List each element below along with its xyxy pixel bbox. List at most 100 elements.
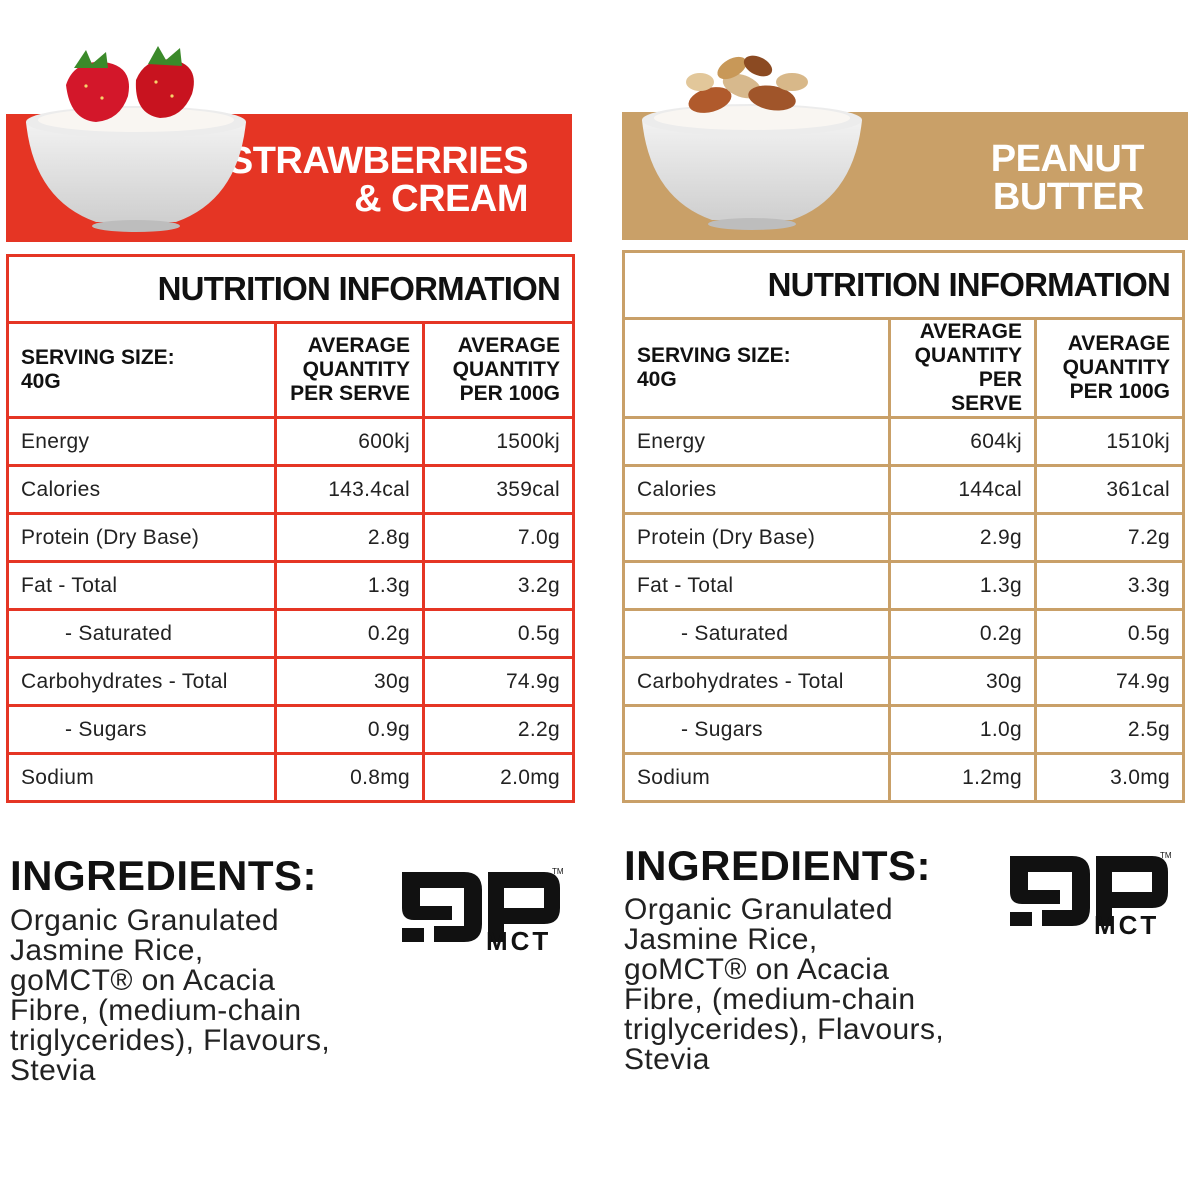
serving-size-value: 40G (21, 370, 61, 393)
nutrient-label: Carbohydrates - Total (622, 656, 891, 707)
per-100g-value: 7.0g (422, 512, 575, 563)
nutrition-table: NUTRITION INFORMATION SERVING SIZE: 40G … (6, 254, 575, 803)
per-serve-value: 1.2mg (888, 752, 1037, 803)
flavour-title-line1: PEANUT (990, 138, 1145, 180)
per-serve-value: 30g (888, 656, 1037, 707)
ingredients-line: goMCT® on Acacia (10, 964, 276, 997)
col-header-line: AVERAGE (919, 320, 1022, 343)
nutrient-label: Carbohydrates - Total (6, 656, 277, 707)
nutrient-label: - Sugars (622, 704, 891, 755)
logo-tm-text: TM (1160, 851, 1172, 860)
ingredients-line: Stevia (624, 1043, 710, 1076)
nutrient-label: Energy (622, 416, 891, 467)
nutrient-label: Protein (Dry Base) (6, 512, 277, 563)
col-header-per-serve: AVERAGE QUANTITY PER SERVE (274, 321, 425, 419)
per-serve-value: 1.3g (274, 560, 425, 611)
serving-size-label: SERVING SIZE: (21, 346, 175, 369)
nuts-icon (686, 55, 808, 113)
nutrition-row: Sodium 0.8mg 2.0mg (6, 752, 575, 803)
nutrition-row: Calories 144cal 361cal (622, 464, 1185, 515)
col-header-line: PER 100G (1069, 380, 1170, 403)
bowl-nuts-image (632, 38, 872, 238)
per-serve-value: 604kj (888, 416, 1037, 467)
col-header-line: PER SERVE (951, 368, 1022, 415)
col-header-line: QUANTITY (302, 358, 410, 381)
nutrient-label: Calories (6, 464, 277, 515)
per-serve-value: 600kj (274, 416, 425, 467)
nutrition-row: Energy 604kj 1510kj (622, 416, 1185, 467)
per-100g-value: 74.9g (1034, 656, 1185, 707)
col-header-line: PER 100G (459, 382, 560, 405)
nutrition-row: Energy 600kj 1500kj (6, 416, 575, 467)
table-title: NUTRITION INFORMATION (622, 250, 1185, 320)
col-header-per-serve: AVERAGE QUANTITY PER SERVE (888, 317, 1037, 419)
ingredients-line: Fibre, (medium-chain (624, 983, 916, 1016)
nutrition-row: Carbohydrates - Total 30g 74.9g (622, 656, 1185, 707)
col-header-line: AVERAGE (1067, 332, 1170, 355)
gomct-logo: MCT TM (394, 862, 574, 967)
serving-size-label: SERVING SIZE: (637, 344, 791, 367)
per-serve-value: 1.0g (888, 704, 1037, 755)
ingredients-line: goMCT® on Acacia (624, 953, 890, 986)
flavour-title-line2: & CREAM (354, 178, 528, 220)
nutrient-label: Energy (6, 416, 277, 467)
nutrient-label: - Saturated (622, 608, 891, 659)
per-100g-value: 359cal (422, 464, 575, 515)
strawberries-cream-panel: STRAWBERRIES & CREAM (6, 0, 576, 1200)
col-header-line: AVERAGE (307, 334, 410, 357)
nutrient-label: Sodium (622, 752, 891, 803)
nutrient-label: - Sugars (6, 704, 277, 755)
logo-mct-text: MCT (1094, 910, 1159, 940)
logo-mct-text: MCT (486, 926, 551, 956)
nutrient-label: - Saturated (6, 608, 277, 659)
nutrition-row: Fat - Total 1.3g 3.3g (622, 560, 1185, 611)
nutrient-label: Protein (Dry Base) (622, 512, 891, 563)
flavour-title-line2: BUTTER (992, 176, 1145, 218)
bowl-strawberry-image (16, 40, 256, 240)
ingredients-line: Fibre, (medium-chain (10, 994, 302, 1027)
ingredients-title: INGREDIENTS: (10, 852, 318, 899)
table-title: NUTRITION INFORMATION (6, 254, 575, 324)
col-header-per-100g: AVERAGE QUANTITY PER 100G (1034, 317, 1185, 419)
per-100g-value: 0.5g (422, 608, 575, 659)
ingredients-text: Organic Granulated Jasmine Rice, goMCT® … (624, 895, 1004, 1075)
strawberry-icon (66, 46, 194, 122)
nutrition-row: - Sugars 0.9g 2.2g (6, 704, 575, 755)
per-100g-value: 2.0mg (422, 752, 575, 803)
per-serve-value: 2.8g (274, 512, 425, 563)
nutrition-row: Carbohydrates - Total 30g 74.9g (6, 656, 575, 707)
col-header-line: AVERAGE (457, 334, 560, 357)
nutrition-row: - Sugars 1.0g 2.5g (622, 704, 1185, 755)
per-serve-value: 144cal (888, 464, 1037, 515)
nutrition-table: NUTRITION INFORMATION SERVING SIZE: 40G … (622, 250, 1185, 803)
per-serve-value: 0.2g (274, 608, 425, 659)
ingredients-text: Organic Granulated Jasmine Rice, goMCT® … (10, 906, 390, 1086)
per-100g-value: 0.5g (1034, 608, 1185, 659)
nutrient-label: Fat - Total (622, 560, 891, 611)
per-100g-value: 74.9g (422, 656, 575, 707)
nutrition-row: Calories 143.4cal 359cal (6, 464, 575, 515)
per-100g-value: 3.0mg (1034, 752, 1185, 803)
ingredients-line: Jasmine Rice, (10, 934, 204, 967)
serving-size-cell: SERVING SIZE: 40G (6, 321, 277, 419)
nutrition-row: Protein (Dry Base) 2.8g 7.0g (6, 512, 575, 563)
per-100g-value: 1500kj (422, 416, 575, 467)
per-serve-value: 143.4cal (274, 464, 425, 515)
nutrient-label: Sodium (6, 752, 277, 803)
nutrient-label: Fat - Total (6, 560, 277, 611)
nutrition-row: - Saturated 0.2g 0.5g (6, 608, 575, 659)
per-serve-value: 2.9g (888, 512, 1037, 563)
col-header-line: QUANTITY (1062, 356, 1170, 379)
flavour-title-line1: STRAWBERRIES (227, 140, 529, 182)
per-100g-value: 3.2g (422, 560, 575, 611)
ingredients-line: Stevia (10, 1054, 96, 1087)
ingredients-title: INGREDIENTS: (624, 842, 932, 889)
per-100g-value: 1510kj (1034, 416, 1185, 467)
per-serve-value: 0.9g (274, 704, 425, 755)
nutrition-row: Fat - Total 1.3g 3.2g (6, 560, 575, 611)
ingredients-line: triglycerides), Flavours, (10, 1024, 331, 1057)
per-100g-value: 2.5g (1034, 704, 1185, 755)
per-serve-value: 30g (274, 656, 425, 707)
per-serve-value: 1.3g (888, 560, 1037, 611)
nutrition-row: Sodium 1.2mg 3.0mg (622, 752, 1185, 803)
